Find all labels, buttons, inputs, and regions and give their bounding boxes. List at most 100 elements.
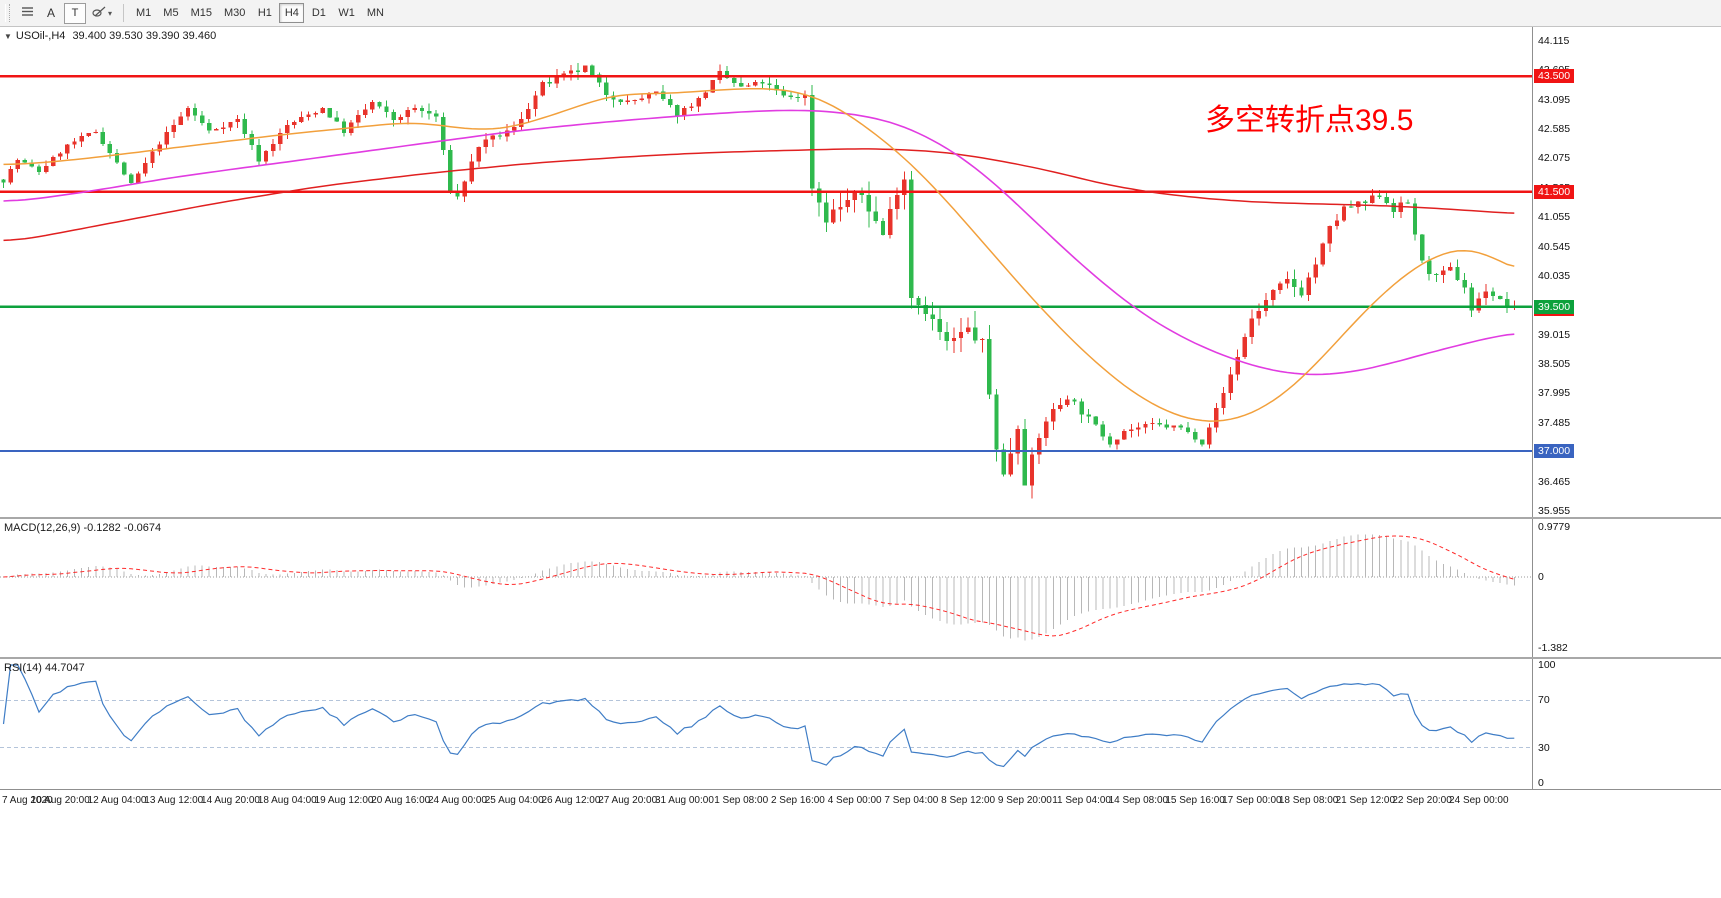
badge-43500: 43.500 [1534, 69, 1575, 84]
time-label: 24 Sep 00:00 [1449, 795, 1509, 806]
price-chart-canvas[interactable] [0, 27, 1532, 517]
list-icon [21, 5, 34, 21]
price-tick-label: 37.995 [1538, 387, 1571, 400]
rsi-canvas[interactable] [0, 659, 1532, 789]
timeframe-m5[interactable]: M5 [158, 3, 183, 23]
candles-layer [1, 62, 1517, 499]
chart-title: ▼ USOil-,H4 39.400 39.530 39.390 39.460 [4, 30, 216, 42]
macd-scale-label: 0 [1538, 570, 1544, 583]
time-label: 24 Aug 00:00 [427, 795, 487, 806]
time-axis[interactable]: 7 Aug 2020 10 Aug 20:00 12 Aug 04:00 13 Aug… [0, 789, 1721, 812]
shapes-tool-button[interactable]: ▾ [88, 3, 116, 24]
toolbar-grip[interactable] [5, 4, 10, 22]
chart-area: ▼ USOil-,H4 39.400 39.530 39.390 39.460 多空… [0, 27, 1721, 898]
time-label: 17 Sep 00:00 [1222, 795, 1282, 806]
time-label: 27 Aug 20:00 [598, 795, 658, 806]
price-tick-label: 43.095 [1538, 93, 1571, 106]
price-tick-label: 35.955 [1538, 504, 1571, 517]
price-tick-label: 41.055 [1538, 211, 1571, 224]
macd-scale[interactable]: 0.9779 0 -1.382 [1532, 519, 1721, 657]
timeframe-w1[interactable]: W1 [333, 3, 360, 23]
price-tick-label: 40.035 [1538, 269, 1571, 282]
moving-averages-layer [3, 87, 1515, 422]
time-label: 1 Sep 08:00 [714, 795, 769, 806]
rsi-scale-label: 30 [1538, 741, 1550, 754]
price-tick-label: 44.115 [1538, 35, 1570, 47]
time-label: 22 Sep 20:00 [1392, 795, 1452, 806]
time-label: 4 Sep 00:00 [827, 795, 882, 806]
timeframe-h1[interactable]: H1 [252, 3, 277, 23]
macd-canvas[interactable] [0, 519, 1532, 657]
ma-slow [3, 148, 1515, 242]
timeframe-h4[interactable]: H4 [279, 3, 305, 23]
rsi-scale-label: 70 [1538, 694, 1550, 707]
price-tick-label: 40.545 [1538, 240, 1571, 253]
ma-medium [3, 109, 1515, 376]
annotation-text[interactable]: 多空转折点39.5 [1205, 104, 1414, 137]
time-label: 11 Sep 04:00 [1052, 795, 1111, 806]
price-tick-label: 42.075 [1538, 152, 1571, 165]
price-pane: ▼ USOil-,H4 39.400 39.530 39.390 39.460 多空… [0, 27, 1721, 517]
time-label: 26 Aug 12:00 [541, 795, 601, 806]
ma-fast [3, 87, 1515, 422]
timeframe-group: M1 M5 M15 M30 H1 H4 D1 W1 MN [130, 3, 390, 23]
toolbar: A T ▾ M1 M5 M15 M30 H1 H4 D1 W1 MN [0, 0, 1721, 27]
pane-splitter[interactable] [0, 517, 1721, 519]
timeframe-m15[interactable]: M15 [186, 3, 217, 23]
timeframe-d1[interactable]: D1 [306, 3, 331, 23]
macd-histogram [10, 534, 1515, 641]
price-tick-label: 37.485 [1538, 416, 1571, 429]
time-label: 31 Aug 00:00 [654, 795, 714, 806]
time-label: 20 Aug 16:00 [371, 795, 431, 806]
time-label: 18 Sep 08:00 [1278, 795, 1339, 806]
macd-signal-line [3, 535, 1515, 637]
rsi-line [2, 664, 1515, 768]
time-label: 9 Sep 20:00 [997, 795, 1052, 806]
toolbar-separator [123, 4, 125, 22]
time-label: 19 Aug 12:00 [314, 795, 374, 806]
time-label: 14 Sep 08:00 [1108, 795, 1169, 806]
time-label: 10 Aug 20:00 [30, 795, 90, 806]
badge-37000: 37.000 [1534, 443, 1575, 458]
pane-splitter[interactable] [0, 657, 1721, 659]
time-label: 2 Sep 16:00 [770, 795, 825, 806]
macd-title: MACD(12,26,9) -0.1282 -0.0674 [4, 522, 162, 534]
rsi-title: RSI(14) 44.7047 [4, 662, 85, 674]
timeframe-m30[interactable]: M30 [219, 3, 250, 23]
timeframe-mn[interactable]: MN [362, 3, 389, 23]
objects-list-button[interactable] [16, 3, 38, 24]
time-label: 7 Sep 04:00 [884, 795, 939, 806]
text-tool-button[interactable]: A [40, 3, 62, 24]
time-label: 13 Aug 12:00 [144, 795, 204, 806]
badge-39500: 39.500 [1534, 299, 1575, 314]
rsi-scale[interactable]: 100 70 30 0 [1532, 659, 1721, 789]
macd-scale-label: 0.9779 [1538, 520, 1571, 533]
time-label: 7 Aug 2020 [2, 795, 53, 806]
rsi-pane: RSI(14) 44.7047 100 70 30 0 [0, 659, 1721, 789]
time-label: 21 Sep 12:00 [1335, 795, 1396, 806]
price-tick-label: 39.015 [1538, 328, 1571, 341]
rsi-scale-label: 0 [1538, 777, 1544, 789]
time-label: 12 Aug 04:00 [87, 795, 147, 806]
shapes-icon [92, 5, 106, 21]
macd-scale-label: -1.382 [1538, 642, 1568, 655]
rsi-scale-label: 100 [1538, 659, 1556, 671]
collapse-triangle-icon[interactable]: ▼ [4, 32, 12, 41]
macd-pane: MACD(12,26,9) -0.1282 -0.0674 0.9779 0 -1.… [0, 519, 1721, 657]
price-tick-label: 38.505 [1538, 358, 1571, 371]
price-tick-label: 42.585 [1538, 123, 1571, 136]
timeframe-m1[interactable]: M1 [131, 3, 156, 23]
horizontal-lines-layer [0, 75, 1532, 452]
badge-41500: 41.500 [1534, 184, 1575, 199]
time-label: 14 Aug 20:00 [201, 795, 260, 806]
price-scale[interactable]: 44.11543.60543.09542.58542.07541.56541.0… [1532, 27, 1721, 517]
price-tick-label: 36.465 [1538, 475, 1571, 488]
time-label: 8 Sep 12:00 [941, 795, 996, 806]
chevron-down-icon: ▾ [108, 8, 113, 18]
time-label: 25 Aug 04:00 [484, 795, 544, 806]
time-label: 18 Aug 04:00 [257, 795, 317, 806]
ohlc-values: 39.400 39.530 39.390 39.460 [72, 30, 217, 42]
symbol-period-label: USOil-,H4 [15, 30, 66, 42]
text-label-tool-button[interactable]: T [64, 2, 86, 24]
